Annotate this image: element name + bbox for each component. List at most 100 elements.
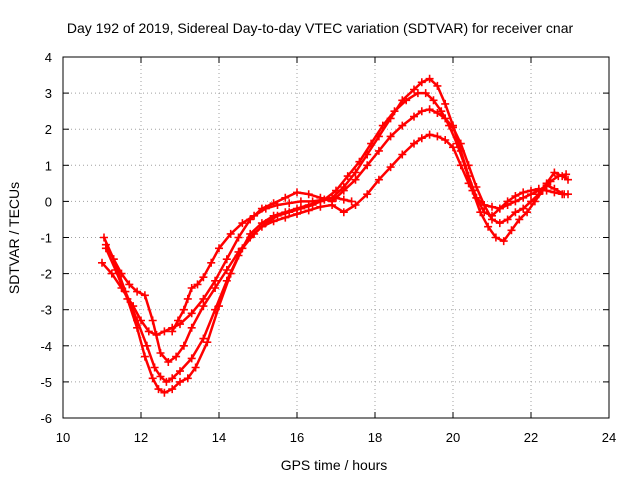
y-tick-label: -6 xyxy=(40,411,52,426)
data-point xyxy=(449,143,457,152)
data-point xyxy=(363,190,372,199)
data-point xyxy=(308,197,317,206)
data-point xyxy=(183,294,192,303)
y-tick-label: 0 xyxy=(45,194,52,209)
data-point xyxy=(519,193,528,202)
data-point xyxy=(226,229,235,238)
data-point xyxy=(168,374,177,383)
data-point xyxy=(363,161,372,170)
data-point xyxy=(332,186,340,195)
data-point xyxy=(269,217,278,226)
series-layer xyxy=(98,74,572,397)
data-point xyxy=(150,363,159,372)
axis-ticks xyxy=(62,56,610,419)
x-tick-label: 22 xyxy=(524,430,538,445)
x-tick-label: 20 xyxy=(446,430,460,445)
data-point xyxy=(207,258,216,267)
data-point xyxy=(355,157,364,166)
data-point xyxy=(234,247,243,256)
data-point xyxy=(285,199,294,208)
x-tick-label: 18 xyxy=(368,430,382,445)
data-point xyxy=(129,302,138,311)
data-point xyxy=(238,219,247,228)
data-point xyxy=(503,215,512,224)
data-point xyxy=(148,374,157,383)
data-point xyxy=(398,121,407,130)
y-tick-label: 4 xyxy=(45,50,52,65)
data-point xyxy=(176,377,184,386)
data-point xyxy=(456,161,465,170)
data-point xyxy=(472,193,481,202)
data-point xyxy=(347,197,356,206)
data-point xyxy=(172,352,181,361)
data-point xyxy=(107,269,116,278)
x-axis-tick-labels: 10 12 14 16 18 20 22 24 xyxy=(56,430,616,445)
data-point xyxy=(495,219,504,228)
y-tick-label: -1 xyxy=(40,231,52,246)
data-point xyxy=(511,208,520,217)
data-point xyxy=(133,287,142,296)
data-point xyxy=(168,327,177,336)
data-point xyxy=(234,233,243,242)
data-point xyxy=(476,208,485,217)
series-line xyxy=(102,77,570,384)
data-point xyxy=(499,237,508,246)
data-point xyxy=(179,341,188,350)
data-point xyxy=(125,280,134,289)
series-track-5 xyxy=(168,193,356,336)
data-point xyxy=(374,175,383,184)
data-point xyxy=(564,175,572,184)
data-point xyxy=(433,81,442,90)
x-axis-label: GPS time / hours xyxy=(281,457,388,473)
data-point xyxy=(164,358,173,366)
data-point xyxy=(441,114,450,123)
data-point xyxy=(378,121,387,130)
data-point xyxy=(441,136,450,144)
data-point xyxy=(374,146,383,155)
data-point xyxy=(140,352,149,361)
data-point xyxy=(421,89,430,98)
y-tick-label: -2 xyxy=(40,267,52,282)
data-point xyxy=(293,210,301,218)
data-point xyxy=(304,190,313,199)
data-point xyxy=(441,99,450,108)
data-point xyxy=(472,183,481,191)
data-point xyxy=(117,269,126,278)
data-point xyxy=(187,354,196,363)
data-point xyxy=(433,132,442,141)
data-point xyxy=(402,96,411,105)
data-point xyxy=(137,316,145,325)
data-point xyxy=(527,197,535,206)
y-tick-label: -4 xyxy=(40,339,52,354)
data-point xyxy=(398,150,407,159)
data-point xyxy=(109,255,118,264)
data-point xyxy=(417,78,426,87)
data-point xyxy=(550,168,559,177)
x-tick-label: 16 xyxy=(290,430,304,445)
chart-title: Day 192 of 2019, Sidereal Day-to-day VTE… xyxy=(67,20,574,36)
series-track-2 xyxy=(101,89,571,397)
y-tick-label: 3 xyxy=(45,86,52,101)
data-point xyxy=(183,374,192,383)
data-point xyxy=(160,327,169,336)
x-tick-label: 24 xyxy=(602,430,616,445)
data-point xyxy=(320,195,329,204)
data-point xyxy=(558,172,567,181)
y-tick-label: -5 xyxy=(40,375,52,390)
data-point xyxy=(339,195,348,204)
data-point xyxy=(199,334,208,343)
data-point xyxy=(560,190,569,199)
data-point xyxy=(410,139,418,148)
data-point xyxy=(162,377,171,386)
data-point xyxy=(417,107,426,116)
data-point xyxy=(386,132,395,141)
data-point xyxy=(144,327,153,336)
data-point xyxy=(425,130,434,139)
data-point xyxy=(133,323,142,332)
data-point xyxy=(464,179,473,188)
data-point xyxy=(488,215,496,224)
data-point xyxy=(491,233,500,242)
y-axis-label: SDTVAR / TECUs xyxy=(6,182,22,294)
series-track-4 xyxy=(101,130,569,366)
